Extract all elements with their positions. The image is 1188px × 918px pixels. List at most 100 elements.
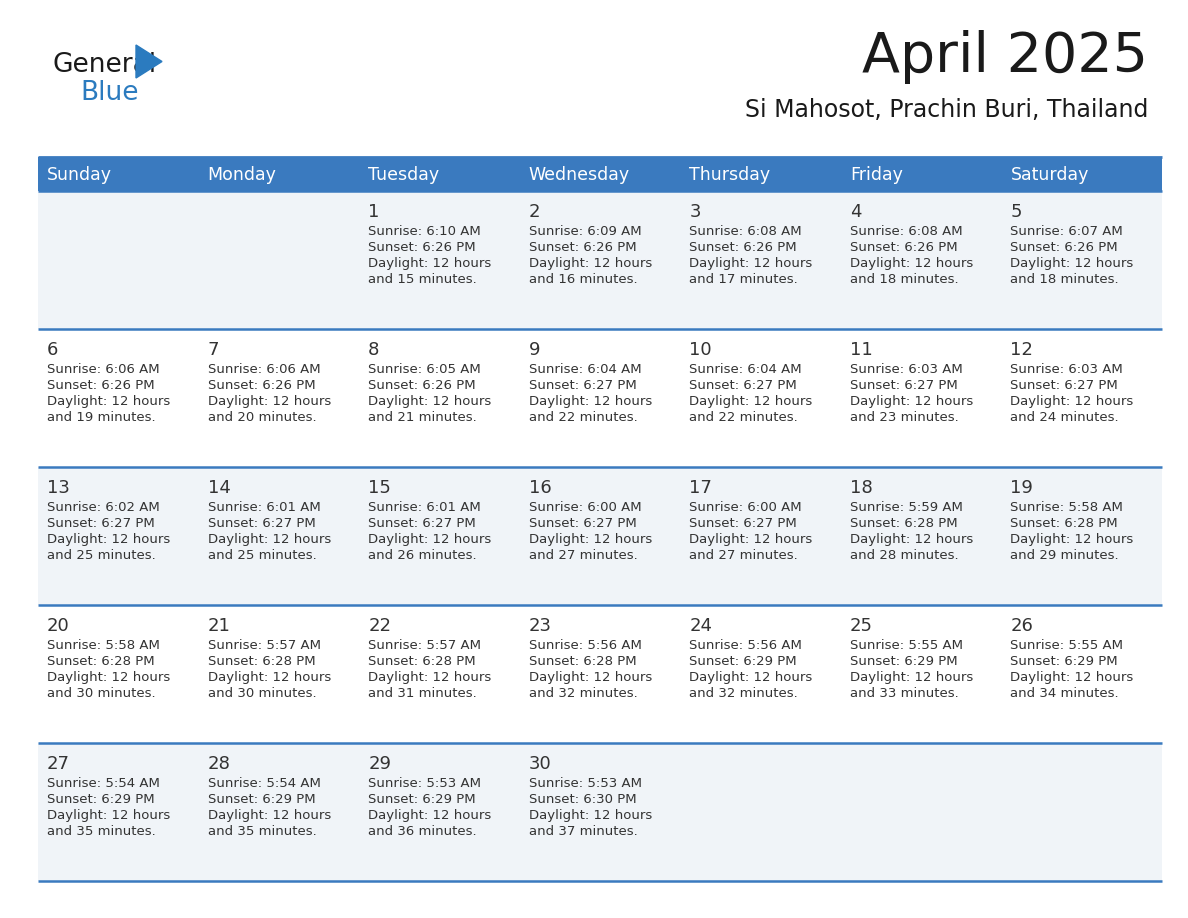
- Text: Daylight: 12 hours: Daylight: 12 hours: [689, 533, 813, 546]
- Text: Tuesday: Tuesday: [368, 166, 440, 184]
- Text: Thursday: Thursday: [689, 166, 770, 184]
- Text: Sunrise: 5:54 AM: Sunrise: 5:54 AM: [48, 777, 160, 790]
- Text: 25: 25: [849, 617, 873, 635]
- Text: Sunrise: 5:57 AM: Sunrise: 5:57 AM: [208, 639, 321, 652]
- Polygon shape: [135, 45, 162, 78]
- Text: Sunset: 6:27 PM: Sunset: 6:27 PM: [208, 517, 315, 530]
- Text: Daylight: 12 hours: Daylight: 12 hours: [368, 809, 492, 822]
- Text: and 26 minutes.: and 26 minutes.: [368, 549, 476, 562]
- Text: and 25 minutes.: and 25 minutes.: [48, 549, 156, 562]
- Text: Daylight: 12 hours: Daylight: 12 hours: [1011, 257, 1133, 270]
- Text: and 15 minutes.: and 15 minutes.: [368, 273, 476, 286]
- Text: 28: 28: [208, 755, 230, 773]
- Text: Daylight: 12 hours: Daylight: 12 hours: [208, 533, 330, 546]
- Text: Daylight: 12 hours: Daylight: 12 hours: [1011, 671, 1133, 684]
- Text: and 29 minutes.: and 29 minutes.: [1011, 549, 1119, 562]
- Bar: [38, 605, 1162, 743]
- Text: Sunrise: 6:03 AM: Sunrise: 6:03 AM: [849, 363, 962, 376]
- Text: 29: 29: [368, 755, 391, 773]
- Text: Sunrise: 5:54 AM: Sunrise: 5:54 AM: [208, 777, 321, 790]
- Text: 11: 11: [849, 341, 873, 359]
- Text: 2: 2: [529, 203, 541, 221]
- Text: Sunrise: 5:53 AM: Sunrise: 5:53 AM: [368, 777, 481, 790]
- Text: Daylight: 12 hours: Daylight: 12 hours: [849, 671, 973, 684]
- Text: Daylight: 12 hours: Daylight: 12 hours: [208, 395, 330, 408]
- Text: Sunrise: 6:04 AM: Sunrise: 6:04 AM: [529, 363, 642, 376]
- Text: Sunrise: 6:01 AM: Sunrise: 6:01 AM: [208, 501, 321, 514]
- Text: Daylight: 12 hours: Daylight: 12 hours: [48, 809, 170, 822]
- Bar: [38, 329, 1162, 467]
- Text: and 25 minutes.: and 25 minutes.: [208, 549, 316, 562]
- Text: Sunset: 6:27 PM: Sunset: 6:27 PM: [689, 517, 797, 530]
- Text: Sunset: 6:27 PM: Sunset: 6:27 PM: [529, 517, 637, 530]
- Text: Sunset: 6:28 PM: Sunset: 6:28 PM: [849, 517, 958, 530]
- Text: Daylight: 12 hours: Daylight: 12 hours: [368, 533, 492, 546]
- Text: 27: 27: [48, 755, 70, 773]
- Text: Sunrise: 5:53 AM: Sunrise: 5:53 AM: [529, 777, 642, 790]
- Text: Sunset: 6:26 PM: Sunset: 6:26 PM: [48, 379, 154, 392]
- Text: Sunrise: 5:56 AM: Sunrise: 5:56 AM: [529, 639, 642, 652]
- Text: Wednesday: Wednesday: [529, 166, 630, 184]
- Text: Daylight: 12 hours: Daylight: 12 hours: [208, 671, 330, 684]
- Text: and 28 minutes.: and 28 minutes.: [849, 549, 959, 562]
- Text: Daylight: 12 hours: Daylight: 12 hours: [689, 395, 813, 408]
- Text: and 19 minutes.: and 19 minutes.: [48, 411, 156, 424]
- Text: 19: 19: [1011, 479, 1034, 497]
- Text: 9: 9: [529, 341, 541, 359]
- Text: Sunrise: 6:00 AM: Sunrise: 6:00 AM: [529, 501, 642, 514]
- Text: Sunset: 6:26 PM: Sunset: 6:26 PM: [849, 241, 958, 254]
- Text: Daylight: 12 hours: Daylight: 12 hours: [849, 257, 973, 270]
- Text: Daylight: 12 hours: Daylight: 12 hours: [208, 809, 330, 822]
- Text: 12: 12: [1011, 341, 1034, 359]
- Bar: [38, 467, 1162, 605]
- Text: Daylight: 12 hours: Daylight: 12 hours: [689, 257, 813, 270]
- Text: Blue: Blue: [80, 80, 139, 106]
- Text: Sunset: 6:28 PM: Sunset: 6:28 PM: [529, 655, 637, 668]
- Text: Sunset: 6:28 PM: Sunset: 6:28 PM: [368, 655, 475, 668]
- Text: and 16 minutes.: and 16 minutes.: [529, 273, 637, 286]
- Text: Sunrise: 6:08 AM: Sunrise: 6:08 AM: [849, 225, 962, 238]
- Text: 26: 26: [1011, 617, 1034, 635]
- Text: April 2025: April 2025: [862, 30, 1148, 84]
- Text: and 22 minutes.: and 22 minutes.: [689, 411, 798, 424]
- Text: and 23 minutes.: and 23 minutes.: [849, 411, 959, 424]
- Text: Sunset: 6:29 PM: Sunset: 6:29 PM: [849, 655, 958, 668]
- Text: 18: 18: [849, 479, 873, 497]
- Text: and 20 minutes.: and 20 minutes.: [208, 411, 316, 424]
- Text: Sunset: 6:29 PM: Sunset: 6:29 PM: [208, 793, 315, 806]
- Text: 13: 13: [48, 479, 70, 497]
- Text: 16: 16: [529, 479, 551, 497]
- Text: Daylight: 12 hours: Daylight: 12 hours: [48, 395, 170, 408]
- Text: Daylight: 12 hours: Daylight: 12 hours: [1011, 395, 1133, 408]
- Text: 3: 3: [689, 203, 701, 221]
- Text: Sunset: 6:26 PM: Sunset: 6:26 PM: [368, 379, 475, 392]
- Text: Sunrise: 5:58 AM: Sunrise: 5:58 AM: [48, 639, 160, 652]
- Text: Si Mahosot, Prachin Buri, Thailand: Si Mahosot, Prachin Buri, Thailand: [745, 98, 1148, 122]
- Text: Sunset: 6:28 PM: Sunset: 6:28 PM: [208, 655, 315, 668]
- Text: Sunset: 6:26 PM: Sunset: 6:26 PM: [689, 241, 797, 254]
- Text: Friday: Friday: [849, 166, 903, 184]
- Text: Daylight: 12 hours: Daylight: 12 hours: [849, 395, 973, 408]
- Text: Sunrise: 6:01 AM: Sunrise: 6:01 AM: [368, 501, 481, 514]
- Text: 7: 7: [208, 341, 219, 359]
- Text: Daylight: 12 hours: Daylight: 12 hours: [529, 671, 652, 684]
- Text: 21: 21: [208, 617, 230, 635]
- Text: Daylight: 12 hours: Daylight: 12 hours: [529, 257, 652, 270]
- Text: 6: 6: [48, 341, 58, 359]
- Text: and 37 minutes.: and 37 minutes.: [529, 825, 638, 838]
- Text: and 27 minutes.: and 27 minutes.: [529, 549, 638, 562]
- Text: Sunset: 6:29 PM: Sunset: 6:29 PM: [1011, 655, 1118, 668]
- Text: Sunrise: 6:06 AM: Sunrise: 6:06 AM: [208, 363, 321, 376]
- Text: 14: 14: [208, 479, 230, 497]
- Text: and 30 minutes.: and 30 minutes.: [48, 687, 156, 700]
- Text: 1: 1: [368, 203, 379, 221]
- Text: Sunrise: 6:00 AM: Sunrise: 6:00 AM: [689, 501, 802, 514]
- Text: Daylight: 12 hours: Daylight: 12 hours: [689, 671, 813, 684]
- Text: Sunrise: 6:03 AM: Sunrise: 6:03 AM: [1011, 363, 1123, 376]
- Text: 20: 20: [48, 617, 70, 635]
- Text: Sunrise: 5:59 AM: Sunrise: 5:59 AM: [849, 501, 962, 514]
- Text: and 33 minutes.: and 33 minutes.: [849, 687, 959, 700]
- Text: Sunrise: 6:10 AM: Sunrise: 6:10 AM: [368, 225, 481, 238]
- Text: Sunset: 6:28 PM: Sunset: 6:28 PM: [48, 655, 154, 668]
- Text: Daylight: 12 hours: Daylight: 12 hours: [529, 809, 652, 822]
